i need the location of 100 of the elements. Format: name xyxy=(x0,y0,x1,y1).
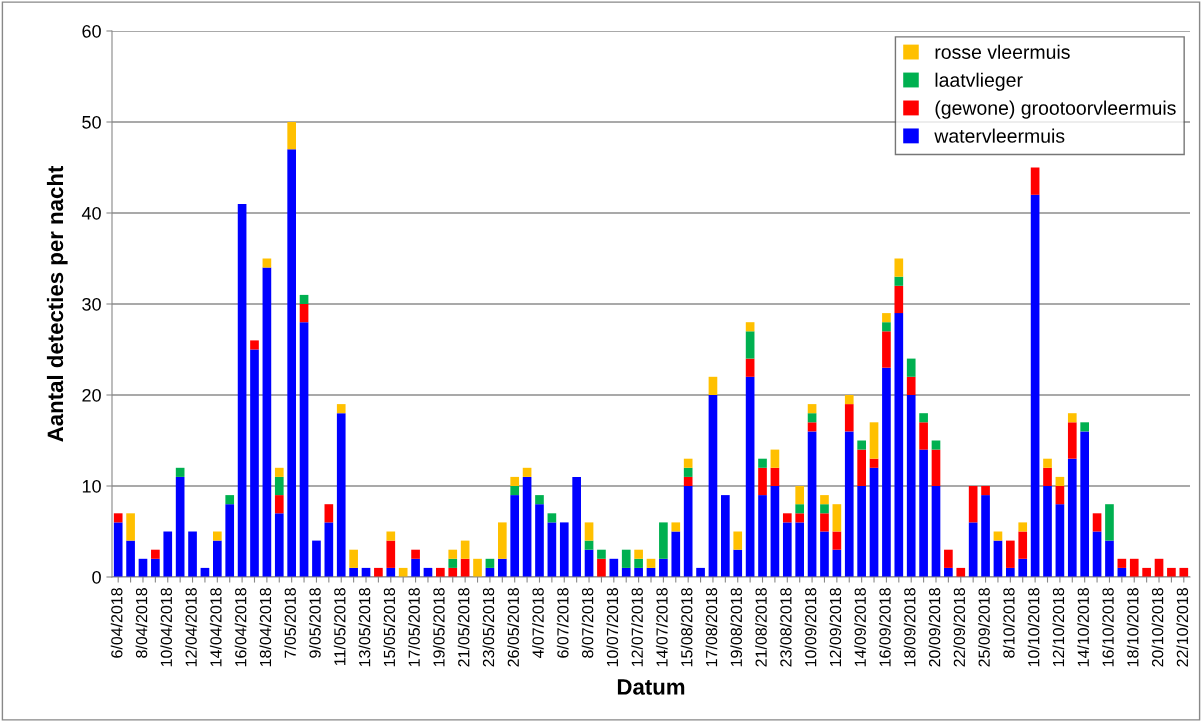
bar xyxy=(906,376,916,395)
x-tick-label: 11/05/2018 xyxy=(333,588,346,665)
bar xyxy=(1006,567,1015,577)
bar xyxy=(448,558,458,568)
x-tick-label: 16/04/2018 xyxy=(234,588,247,667)
x-tick-label: 16/10/2018 xyxy=(1102,588,1114,667)
x-tick-label: 17/05/2018 xyxy=(408,588,420,667)
bar xyxy=(758,458,767,468)
y-tick-label: 60 xyxy=(82,24,101,38)
bar xyxy=(349,549,358,568)
bar xyxy=(807,413,817,423)
bar xyxy=(572,476,581,577)
x-tick-label: 14/10/2018 xyxy=(1077,588,1089,667)
bar xyxy=(1018,558,1028,577)
bar xyxy=(869,458,879,468)
bar xyxy=(374,567,383,577)
x-tick-label: 22/09/2018 xyxy=(953,588,966,667)
bar xyxy=(336,413,346,577)
bar xyxy=(299,294,309,304)
x-tick-label: 16/09/2018 xyxy=(878,588,891,667)
x-tick-label: 15/08/2018 xyxy=(680,588,693,667)
bar xyxy=(398,567,408,577)
bar xyxy=(1055,486,1065,505)
bar xyxy=(448,567,458,577)
bar xyxy=(857,486,866,577)
x-tick-label: 17/08/2018 xyxy=(705,588,718,667)
x-tick-label: 19/05/2018 xyxy=(432,588,445,667)
bar xyxy=(287,149,296,577)
bar xyxy=(460,540,470,559)
x-tick-label: 12/10/2018 xyxy=(1052,588,1065,667)
x-tick-label: 12/09/2018 xyxy=(829,588,842,667)
y-tick-label: 20 xyxy=(82,388,101,402)
bar xyxy=(745,322,755,332)
bar xyxy=(1080,422,1090,432)
bar xyxy=(882,367,891,577)
bar xyxy=(1117,558,1127,568)
legend-label: watervleermuis xyxy=(934,128,1065,143)
bar xyxy=(919,413,928,423)
x-tick-label: 10/04/2018 xyxy=(160,588,173,667)
bar xyxy=(857,449,866,486)
bar xyxy=(1067,458,1077,577)
bar xyxy=(510,476,520,486)
bar xyxy=(262,267,272,577)
x-tick-label: 26/05/2018 xyxy=(507,588,519,667)
bar xyxy=(944,549,953,568)
bar xyxy=(931,449,941,486)
bar xyxy=(212,531,222,541)
bar xyxy=(869,467,879,577)
bar xyxy=(312,540,321,577)
bar xyxy=(882,322,891,332)
bar xyxy=(274,467,284,477)
bar xyxy=(671,522,681,532)
bar xyxy=(522,467,532,477)
bar xyxy=(1142,567,1151,577)
bar xyxy=(906,358,916,377)
bar xyxy=(250,349,259,577)
x-tick-label: 10/09/2018 xyxy=(804,588,817,667)
bar xyxy=(386,567,396,577)
bar xyxy=(844,431,854,577)
bar xyxy=(807,404,817,414)
y-tick-label: 10 xyxy=(82,479,101,493)
bar xyxy=(522,476,532,577)
bar xyxy=(473,558,482,577)
bar xyxy=(299,322,309,577)
bar xyxy=(659,522,668,559)
bar xyxy=(944,567,953,577)
bar xyxy=(745,358,755,377)
bar xyxy=(126,513,135,541)
bar xyxy=(597,558,606,577)
bar xyxy=(175,467,185,477)
bar xyxy=(968,486,978,523)
y-tick-label: 40 xyxy=(81,206,101,220)
bar xyxy=(1043,486,1052,577)
x-tick-label: 8/10/2018 xyxy=(1002,588,1015,658)
bar xyxy=(411,558,420,577)
bar xyxy=(882,313,891,323)
x-tick-label: 21/05/2018 xyxy=(457,588,470,667)
bar xyxy=(770,449,780,468)
x-tick-label: 13/05/2018 xyxy=(358,588,371,667)
bar xyxy=(919,449,928,577)
bar xyxy=(894,285,904,314)
bar xyxy=(1018,531,1028,559)
bar xyxy=(497,558,507,577)
bar xyxy=(745,376,755,577)
bar xyxy=(250,340,259,350)
x-tick-label: 20/09/2018 xyxy=(928,588,941,667)
x-tick-label: 10/10/2018 xyxy=(1027,588,1040,667)
bar xyxy=(708,395,718,577)
bar xyxy=(1067,413,1077,423)
x-tick-label: 6/07/2018 xyxy=(556,588,569,658)
bar xyxy=(795,513,805,523)
bar xyxy=(820,531,829,577)
bar xyxy=(906,395,916,577)
bar xyxy=(324,504,334,523)
y-axis-title: Aantal detecties per nacht xyxy=(46,165,68,442)
x-tick-label: 9/05/2018 xyxy=(309,588,321,658)
bar xyxy=(274,476,284,496)
bar xyxy=(993,531,1003,541)
bar xyxy=(497,522,507,559)
bar xyxy=(535,504,544,577)
